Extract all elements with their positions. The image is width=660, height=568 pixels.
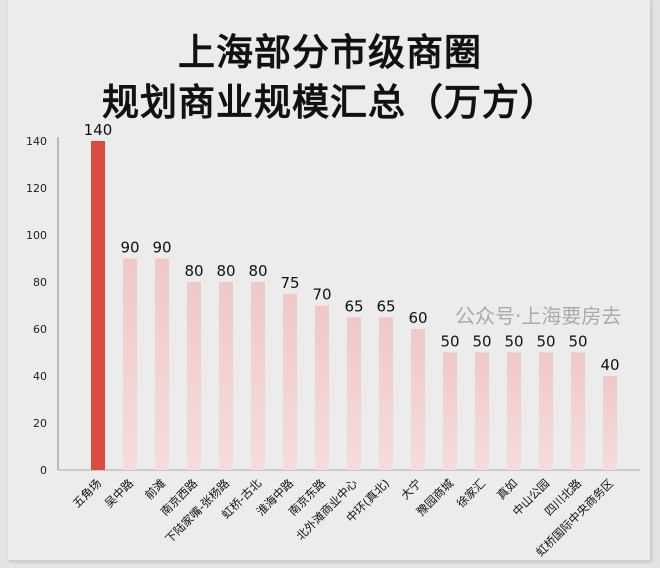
bar	[315, 305, 329, 470]
x-tick-label: 徐家汇	[454, 476, 488, 510]
y-tick-label: 120	[26, 182, 47, 195]
bar	[443, 352, 457, 470]
data-label: 90	[120, 239, 139, 257]
y-tick-label: 60	[33, 323, 47, 336]
chart-title-line-2: 规划商业规模汇总（万方）	[102, 81, 558, 124]
bar	[187, 282, 201, 470]
bar	[219, 282, 233, 470]
data-label: 50	[568, 333, 587, 351]
chart-title-line-1: 上海部分市级商圈	[178, 31, 482, 74]
x-tick-label: 大宁	[398, 476, 424, 502]
bar	[347, 317, 361, 470]
data-label: 90	[152, 239, 171, 257]
y-tick-label: 0	[40, 464, 47, 477]
bar	[507, 352, 521, 470]
x-tick-label: 五角场	[70, 476, 104, 510]
x-tick-label: 吴中路	[102, 476, 137, 511]
data-label: 60	[408, 309, 427, 327]
bar	[411, 329, 425, 470]
bar	[603, 376, 617, 470]
x-tick-label: 真如	[494, 476, 520, 502]
bar	[91, 141, 105, 470]
y-tick-label: 140	[26, 135, 47, 148]
data-label: 50	[472, 333, 491, 351]
data-label: 80	[216, 262, 235, 280]
data-label: 70	[312, 286, 331, 304]
data-label: 80	[248, 262, 267, 280]
y-tick-label: 20	[33, 417, 47, 430]
bar	[123, 258, 137, 470]
bar	[475, 352, 489, 470]
data-label: 75	[280, 274, 299, 292]
data-label: 40	[600, 356, 619, 374]
data-label: 65	[344, 297, 363, 315]
data-label: 140	[84, 121, 113, 139]
y-tick-label: 80	[33, 276, 47, 289]
bar	[251, 282, 265, 470]
data-label: 65	[376, 297, 395, 315]
y-tick-label: 100	[26, 229, 47, 242]
y-tick-label: 40	[33, 370, 47, 383]
bar	[571, 352, 585, 470]
x-tick-label: 前滩	[142, 476, 168, 502]
data-label: 50	[536, 333, 555, 351]
bar	[283, 293, 297, 470]
bar	[379, 317, 393, 470]
bar	[155, 258, 169, 470]
data-label: 50	[504, 333, 523, 351]
data-label: 50	[440, 333, 459, 351]
watermark: 公众号·上海要房去	[455, 304, 622, 328]
data-label: 80	[184, 262, 203, 280]
bar	[539, 352, 553, 470]
